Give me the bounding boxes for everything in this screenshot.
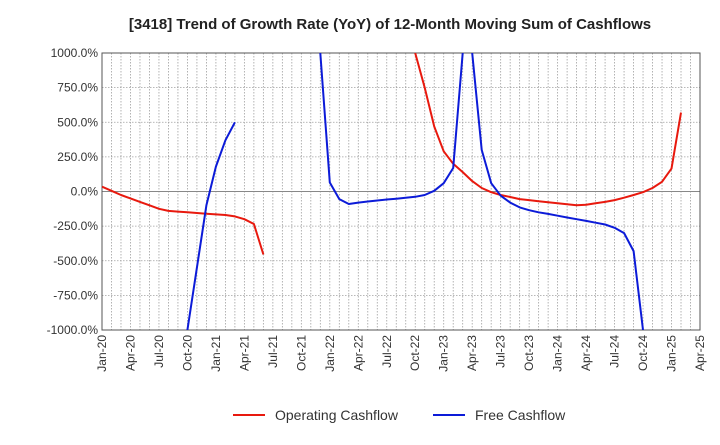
- x-tick-label: Jan-24: [551, 335, 565, 372]
- y-tick-label: -250.0%: [53, 219, 98, 233]
- y-tick-label: -750.0%: [53, 288, 98, 302]
- x-tick-label: Oct-23: [522, 335, 536, 371]
- chart-title: [3418] Trend of Growth Rate (YoY) of 12-…: [129, 16, 651, 33]
- x-tick-label: Oct-21: [294, 335, 308, 371]
- x-tick-label: Oct-20: [180, 335, 194, 371]
- x-tick-label: Apr-22: [351, 335, 365, 371]
- x-tick-label: Oct-24: [636, 335, 650, 371]
- series-line-operating-cashflow: [102, 185, 265, 255]
- y-tick-label: -500.0%: [53, 254, 98, 268]
- series-line-free-cashflow: [186, 121, 236, 330]
- x-tick-label: Apr-20: [123, 335, 137, 371]
- x-tick-label: Jan-22: [323, 335, 337, 372]
- x-tick-label: Apr-23: [465, 335, 479, 371]
- legend-label: Operating Cashflow: [275, 407, 399, 423]
- x-tick-label: Jan-23: [437, 335, 451, 372]
- x-tick-label: Jul-22: [380, 335, 394, 368]
- y-tick-label: 0.0%: [71, 185, 99, 199]
- y-tick-label: 500.0%: [57, 115, 98, 129]
- x-tick-label: Apr-24: [579, 335, 593, 371]
- y-tick-label: 1000.0%: [51, 46, 99, 60]
- x-tick-label: Jan-20: [95, 335, 109, 372]
- y-tick-label: 250.0%: [57, 150, 98, 164]
- x-tick-label: Jul-21: [266, 335, 280, 368]
- series-line-free-cashflow: [319, 53, 464, 205]
- x-tick-label: Oct-22: [408, 335, 422, 371]
- plot-frame: [101, 52, 701, 331]
- y-tick-label: 750.0%: [57, 81, 98, 95]
- legend-label: Free Cashflow: [475, 407, 566, 423]
- x-tick-label: Jan-25: [665, 335, 679, 372]
- x-tick-label: Apr-21: [237, 335, 251, 371]
- x-tick-label: Jul-24: [608, 335, 622, 368]
- x-tick-label: Jul-23: [494, 335, 508, 368]
- y-tick-label: -1000.0%: [47, 323, 99, 337]
- x-tick-label: Jan-21: [209, 335, 223, 372]
- series-line-free-cashflow: [471, 53, 644, 330]
- x-tick-label: Jul-20: [152, 335, 166, 368]
- x-tick-label: Apr-25: [693, 335, 707, 371]
- series-line-operating-cashflow: [414, 53, 682, 207]
